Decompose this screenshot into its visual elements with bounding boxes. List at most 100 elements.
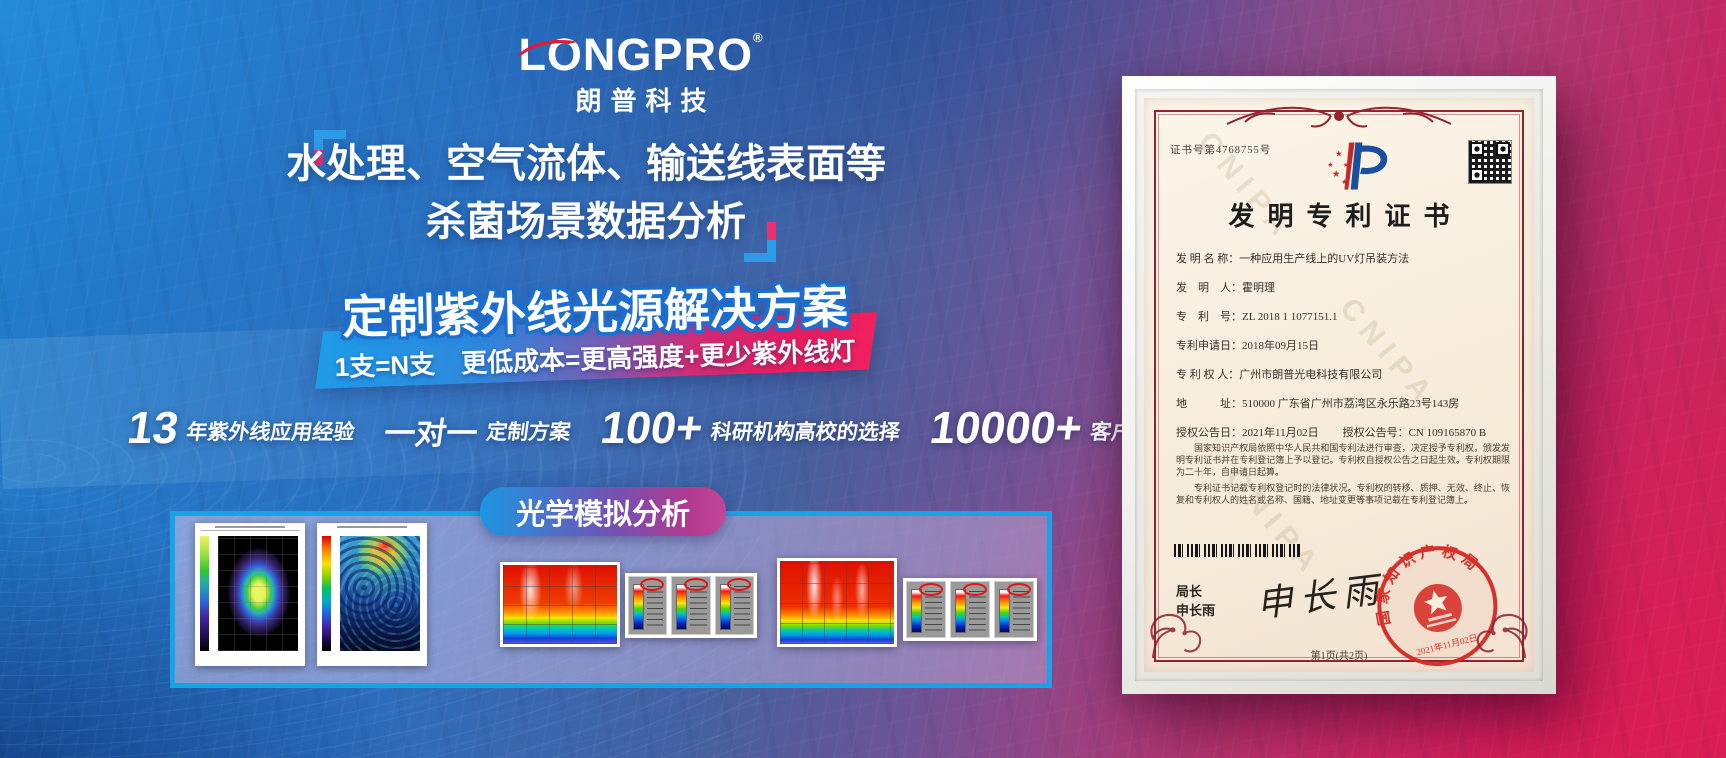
logo-swoosh-icon — [516, 17, 580, 67]
highlight-ellipse-icon — [919, 583, 943, 596]
value-list-placeholder — [925, 591, 942, 631]
corner-bracket-bottom-right-icon — [744, 222, 776, 262]
stat-experience: 13 年紫外线应用经验 — [124, 402, 358, 453]
brand-logo: LONGPRO® 朗普科技 — [515, 30, 767, 118]
qr-finder-icon — [1496, 142, 1510, 156]
rainbow-colorbar — [955, 589, 966, 633]
chart-title-placeholder — [214, 526, 286, 528]
scale-cell — [714, 576, 754, 635]
chart-subtitle-placeholder — [200, 530, 300, 531]
rainbow-colorbar — [999, 589, 1010, 633]
page-footer: 第1页(共2页) — [1310, 651, 1368, 662]
scale-cell — [994, 581, 1034, 638]
certificate-paper: CNIPA CNIPA CNIPA 证书号第4 — [1144, 98, 1534, 672]
value-list-placeholder — [733, 586, 750, 628]
field-address: 地 址：510000 广东省广州市荔湾区永乐路23号143房 — [1176, 398, 1460, 410]
rainbow-colorbar — [633, 584, 644, 630]
highlight-ellipse-icon — [683, 578, 708, 591]
qr-finder-icon — [1470, 168, 1484, 182]
sim-image-circular-irradiance-heatmap — [195, 523, 305, 666]
field-patentee: 专 利 权 人：广州市朗普光电科技有限公司 — [1176, 369, 1383, 381]
certificate-title: 发明专利证书 — [1228, 202, 1463, 231]
heatmap-plot — [218, 536, 298, 651]
highlight-ellipse-icon — [963, 583, 987, 596]
rainbow-colorbar — [676, 584, 688, 630]
stat-value: 一对一 — [381, 415, 480, 451]
highlight-ellipse-icon — [1007, 583, 1031, 596]
field-invention-name: 发 明 名 称：一种应用生产线上的UV灯吊装方法 — [1176, 253, 1410, 265]
headline-line-1: 水处理、空气流体、输送线表面等 — [286, 142, 886, 186]
brand-name: LONGPRO — [518, 29, 753, 80]
svg-text:★: ★ — [1327, 161, 1333, 169]
scale-strip — [903, 578, 1037, 641]
value-list-placeholder — [969, 591, 986, 631]
stat-value: 10000+ — [926, 402, 1086, 453]
corner-bracket-top-left-icon — [314, 130, 346, 166]
svg-text:★: ★ — [1343, 162, 1349, 169]
stat-value: 13 — [124, 402, 182, 453]
qr-code — [1468, 140, 1512, 184]
svg-text:★: ★ — [1332, 170, 1340, 180]
chart-title-placeholder — [336, 526, 408, 528]
field-patent-number: 专 利 号：ZL 2018 1 1077151.1 — [1176, 311, 1338, 323]
registered-trademark: ® — [752, 30, 764, 45]
certificate-body-text: 国家知识产权局依照中华人民共和国专利法进行审查，决定授予专利权，颁发发明专利证书… — [1176, 442, 1510, 510]
corner-flourish-icon — [1472, 605, 1530, 668]
field-application-date: 专利申请日：2018年09月15日 — [1176, 340, 1319, 352]
colorbar — [322, 536, 331, 651]
cnipa-logo-icon: ★ ★ ★ ★ ★ — [1310, 140, 1396, 197]
svg-text:★: ★ — [1335, 149, 1343, 159]
stat-label: 科研机构高校的选择 — [709, 420, 902, 444]
headline-line-2: 杀菌场景数据分析 — [426, 200, 746, 244]
simulation-badge: 光学模拟分析 — [480, 487, 726, 536]
director-name: 申长雨 — [1176, 603, 1216, 618]
value-list-placeholder — [647, 586, 664, 628]
scale-cell — [671, 576, 711, 635]
body-paragraph-1: 国家知识产权局依照中华人民共和国专利法进行审查，决定授予专利权，颁发发明专利证书… — [1176, 443, 1510, 477]
stat-institutions: 100+ 科研机构高校的选择 — [598, 402, 903, 453]
stats-row: 13 年紫外线应用经验 一对一 定制方案 100+ 科研机构高校的选择 1000… — [124, 402, 1218, 453]
official-seal-icon: 国家知识产权局 2021年11月02日 — [1360, 528, 1516, 672]
barcode — [1174, 544, 1300, 557]
scale-cell — [906, 581, 946, 638]
field-inventor: 发 明 人：霍明理 — [1176, 282, 1275, 294]
grant-date: 授权公告日：2021年11月02日 — [1176, 427, 1319, 439]
sim-image-intensity-scale-panel-1 — [625, 573, 757, 638]
highlight-ellipse-icon — [640, 578, 665, 591]
simulation-box — [170, 511, 1052, 688]
qr-finder-icon — [1470, 142, 1484, 156]
stat-one-on-one: 一对一 定制方案 — [381, 415, 573, 451]
sim-image-surface-uv-heatmap-small — [500, 562, 620, 647]
grant-row: 授权公告日：2021年11月02日 授权公告号：CN 109165870 B — [1176, 424, 1486, 440]
grant-number: 授权公告号：CN 109165870 B — [1342, 427, 1487, 439]
headline: 水处理、空气流体、输送线表面等 杀菌场景数据分析 — [250, 142, 922, 244]
director-label: 局长 — [1176, 584, 1203, 599]
sim-image-intensity-scale-panel-2 — [903, 578, 1037, 641]
corner-flourish-icon — [1148, 605, 1206, 668]
certificate-number: 证书号第4768755号 — [1170, 145, 1272, 156]
value-list-placeholder — [1013, 591, 1030, 631]
solution-ribbon: 定制紫外线光源解决方案 1支=N支 更低成本=更高强度+更少紫外线灯 — [295, 276, 895, 389]
svg-text:★: ★ — [1341, 178, 1347, 186]
top-flourish-ornament-icon — [1219, 100, 1459, 139]
heatmap-plot — [503, 565, 617, 644]
scale-strip — [625, 573, 757, 638]
heatmap-plot — [780, 561, 894, 644]
director-block: 局长 申长雨 — [1176, 582, 1215, 620]
rainbow-colorbar — [719, 584, 731, 630]
sim-image-noisy-irradiance-heatmap — [317, 523, 427, 666]
heatmap-plot — [340, 536, 420, 651]
patent-certificate-frame: CNIPA CNIPA CNIPA 证书号第4 — [1122, 76, 1556, 694]
rainbow-colorbar — [911, 589, 922, 633]
highlight-ellipse-icon — [726, 578, 751, 591]
sim-image-surface-uv-heatmap-wide — [777, 558, 897, 647]
scale-cell — [950, 581, 990, 638]
certificate-mat: CNIPA CNIPA CNIPA 证书号第4 — [1135, 89, 1543, 681]
stat-label: 定制方案 — [484, 420, 573, 444]
colorbar — [200, 536, 209, 651]
certificate-fields: 发 明 名 称：一种应用生产线上的UV灯吊装方法 发 明 人：霍明理 专 利 号… — [1176, 250, 1512, 424]
brand-wordmark: LONGPRO® — [517, 29, 764, 80]
body-paragraph-2: 专利证书记载专利权登记时的法律状况。专利权的转移、质押、无效、终止、恢复和专利权… — [1176, 483, 1510, 505]
scale-cell — [628, 576, 668, 635]
